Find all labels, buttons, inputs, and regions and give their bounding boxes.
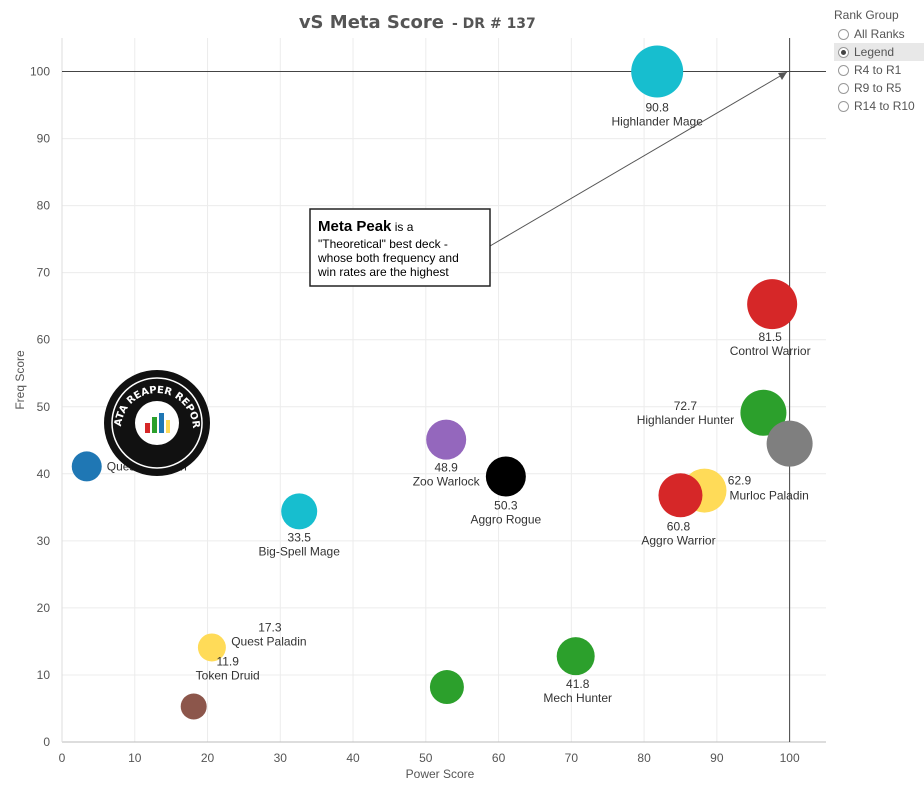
data-point-token-druid — [180, 693, 207, 720]
point-name-label: Aggro Warrior — [641, 533, 715, 547]
legend-option-label: All Ranks — [854, 27, 905, 41]
y-tick-label: 20 — [37, 601, 51, 615]
x-tick-label: 10 — [128, 751, 142, 765]
point-score-label: 17.3 — [258, 620, 282, 634]
x-tick-label: 70 — [565, 751, 579, 765]
radio-selected-icon — [838, 46, 849, 58]
legend-option-legend[interactable]: Legend — [834, 43, 924, 61]
y-tick-label: 10 — [37, 668, 51, 682]
legend-option-all-ranks[interactable]: All Ranks — [834, 25, 924, 43]
x-tick-label: 80 — [637, 751, 651, 765]
chart-title: vS Meta Score — [299, 12, 444, 33]
point-name-label: Control Warrior — [730, 344, 811, 358]
data-point-big-spell-mage — [281, 493, 318, 530]
x-tick-label: 30 — [274, 751, 288, 765]
data-point-aggro-warrior — [658, 473, 703, 518]
point-name-label: Zoo Warlock — [413, 475, 481, 489]
data-point-unlabeled-10 — [429, 670, 464, 705]
meta-peak-annotation: Meta Peak is a "Theoretical" best deck -… — [309, 71, 788, 287]
logo-bar-4 — [166, 420, 170, 433]
annotation-line-3: win rates are the highest — [317, 265, 449, 279]
data-point-mech-hunter — [556, 637, 595, 676]
y-tick-label: 100 — [30, 65, 50, 79]
y-tick-label: 70 — [37, 266, 51, 280]
annotation-arrow — [489, 71, 788, 247]
legend-option-r9-r5[interactable]: R9 to R5 — [834, 79, 924, 97]
legend-option-label: R4 to R1 — [854, 63, 902, 77]
point-score-label: 60.8 — [667, 519, 691, 533]
x-tick-label: 40 — [346, 751, 360, 765]
point-score-label: 81.5 — [758, 330, 782, 344]
y-tick-label: 0 — [43, 735, 50, 749]
point-name-label: Mech Hunter — [543, 691, 612, 705]
legend-option-r14-r10[interactable]: R14 to R10 — [834, 97, 924, 115]
logo-bar-2 — [152, 417, 157, 433]
legend-option-label: R9 to R5 — [854, 81, 902, 95]
legend-option-label: R14 to R10 — [854, 99, 915, 113]
data-point-quest-paladin — [197, 633, 226, 662]
rank-group-legend: Rank Group All Ranks Legend R4 to R1 R9 … — [834, 8, 924, 115]
annotation-line-0: is a — [391, 220, 413, 234]
data-point-aggro-rogue — [485, 456, 526, 497]
annotation-line-1: "Theoretical" best deck - — [318, 237, 448, 251]
data-point-quest-shaman — [71, 451, 102, 482]
point-score-label: 33.5 — [288, 530, 312, 544]
logo-bar-3 — [159, 413, 164, 433]
x-tick-label: 90 — [710, 751, 724, 765]
point-name-label: Murloc Paladin — [729, 489, 808, 503]
legend-option-r4-r1[interactable]: R4 to R1 — [834, 61, 924, 79]
point-score-label: 48.9 — [435, 461, 459, 475]
arrow-head — [778, 72, 787, 80]
annotation-box — [309, 208, 491, 287]
point-score-label: 11.9 — [216, 654, 239, 668]
annotation-text: Meta Peak is a — [318, 218, 414, 235]
point-score-label: 41.8 — [566, 677, 590, 691]
point-name-label: Highlander Mage — [611, 115, 703, 129]
data-point-unlabeled-3 — [766, 420, 813, 467]
point-name-label: Token Druid — [196, 668, 260, 682]
x-tick-label: 20 — [201, 751, 215, 765]
y-tick-label: 90 — [37, 132, 51, 146]
annotation-bold: Meta Peak — [318, 218, 392, 235]
data-point-highlander-hunter — [740, 389, 787, 436]
y-tick-label: 60 — [37, 333, 51, 347]
x-axis-label: Power Score — [406, 767, 475, 781]
y-tick-label: 30 — [37, 534, 51, 548]
logo-bar-1 — [145, 423, 150, 433]
x-tick-label: 0 — [59, 751, 66, 765]
y-tick-label: 50 — [37, 400, 51, 414]
x-tick-label: 100 — [780, 751, 800, 765]
y-tick-label: 80 — [37, 199, 51, 213]
point-score-label: 50.3 — [494, 498, 518, 512]
legend-title: Rank Group — [834, 8, 899, 22]
point-name-label: Big-Spell Mage — [259, 544, 341, 558]
point-name-label: Highlander Hunter — [637, 413, 734, 427]
meta-peak-lines — [62, 38, 826, 742]
logo-inner-ring — [111, 377, 203, 469]
x-tick-label: 60 — [492, 751, 506, 765]
radio-icon — [838, 28, 849, 40]
data-point-highlander-mage — [631, 45, 684, 98]
radio-icon — [838, 100, 849, 112]
x-tick-label: 50 — [419, 751, 433, 765]
y-tick-label: 40 — [37, 467, 51, 481]
legend-option-label: Legend — [854, 45, 895, 59]
y-axis-label: Freq Score — [13, 350, 27, 410]
data-point-control-warrior — [747, 279, 798, 330]
radio-icon — [838, 82, 849, 94]
radio-icon — [838, 64, 849, 76]
point-score-label: 90.8 — [646, 101, 670, 115]
axes: 0 10 20 30 40 50 60 70 80 90 100 0 10 20 30 40 50 60 70 80 9… — [13, 38, 826, 781]
point-score-label: 72.7 — [674, 399, 698, 413]
data-point-zoo-warlock — [426, 419, 467, 460]
point-name-label: Quest Paladin — [231, 634, 306, 648]
point-score-label: 62.9 — [728, 474, 752, 488]
annotation-line-2: whose both frequency and — [317, 251, 459, 265]
chart-subtitle: - DR # 137 — [452, 16, 536, 32]
point-name-label: Aggro Rogue — [470, 512, 541, 526]
data-reaper-logo: DATA REAPER REPORT — [104, 370, 210, 476]
